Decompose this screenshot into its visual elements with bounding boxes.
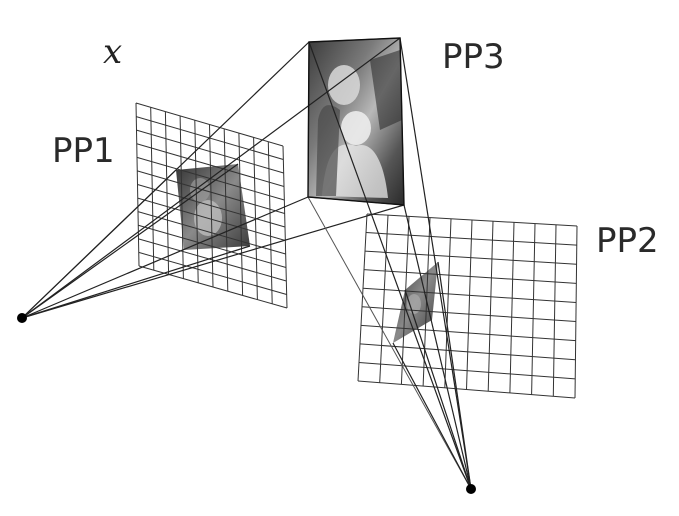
pp3-frame bbox=[307, 37, 405, 206]
pp2-grid-hline bbox=[361, 306, 576, 323]
pp2-grid-hline bbox=[358, 361, 576, 380]
pp2-grid-vline bbox=[487, 221, 494, 392]
pp2-grid-vline bbox=[379, 215, 389, 383]
pp3-photo bbox=[307, 37, 405, 206]
pp2-grid-vline bbox=[357, 213, 368, 382]
camera-center-2 bbox=[466, 484, 476, 494]
camera-center-1 bbox=[17, 313, 27, 323]
pp1-grid-hline bbox=[137, 170, 285, 214]
pp2-grid-hline bbox=[359, 343, 576, 361]
pp2-grid-hline bbox=[360, 324, 576, 342]
pp1-grid-hline bbox=[136, 143, 285, 187]
pp1-grid-hline bbox=[138, 251, 287, 295]
pp1-grid-hline bbox=[137, 184, 286, 228]
pp2-grid-hline bbox=[366, 213, 578, 227]
pp2-grid-hline bbox=[363, 269, 577, 284]
pp1-grid-hline bbox=[136, 129, 284, 174]
pp1-grid bbox=[135, 102, 288, 309]
label-x: x bbox=[103, 32, 122, 72]
pp2-grid-vline bbox=[400, 216, 410, 385]
pp2-grid-hline bbox=[365, 232, 577, 246]
pp2-grid-vline bbox=[444, 218, 452, 388]
pp2-grid-vline bbox=[574, 225, 578, 399]
label-pp3: PP3 bbox=[442, 37, 505, 77]
label-pp1: PP1 bbox=[52, 131, 115, 171]
pp2-grid-hline bbox=[357, 380, 576, 399]
pp2-grid-vline bbox=[509, 222, 515, 393]
pp2-grid-vline bbox=[552, 224, 557, 397]
pp2-grid-vline bbox=[531, 223, 536, 395]
pp2-grid-vline bbox=[466, 219, 473, 390]
pp1-grid-hline bbox=[135, 102, 284, 147]
pp2-grid-hline bbox=[364, 250, 577, 265]
pp1-grid-hline bbox=[138, 238, 287, 282]
label-pp2: PP2 bbox=[596, 221, 659, 261]
pp1-grid-hline bbox=[138, 224, 287, 268]
pp1-grid-hline bbox=[137, 197, 286, 241]
pp2-grid bbox=[357, 213, 578, 399]
camera2-rays bbox=[307, 37, 472, 490]
camera1-rays bbox=[21, 37, 405, 319]
